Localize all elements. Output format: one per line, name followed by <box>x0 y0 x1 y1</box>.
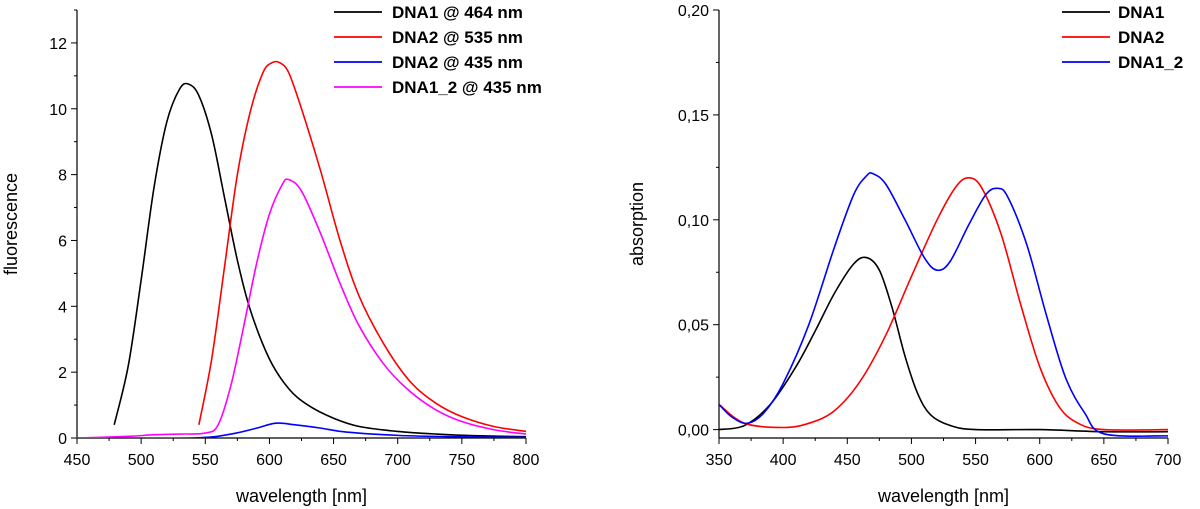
series-line-dna2-535-nm <box>198 60 526 433</box>
legend-label: DNA1_2 <box>1118 53 1183 72</box>
y-tick-label: 10 <box>49 102 67 119</box>
legend-label: DNA1_2 @ 435 nm <box>392 78 542 97</box>
x-tick-label: 500 <box>898 452 925 469</box>
legend-label: DNA2 @ 435 nm <box>392 53 523 72</box>
x-tick-label: 350 <box>706 452 733 469</box>
legend-label: DNA1 @ 464 nm <box>392 3 523 22</box>
x-tick-label: 400 <box>770 452 797 469</box>
x-axis-label: wavelength [nm] <box>235 486 367 506</box>
x-tick-label: 750 <box>449 452 476 469</box>
y-tick-label: 0,15 <box>678 108 709 125</box>
y-axis-label: fluorescence <box>1 173 21 275</box>
x-tick-label: 550 <box>962 452 989 469</box>
chart-2: 350 400 450 500 550 600 650 700 0,00 0,05 0,10 0,15… <box>627 3 1183 506</box>
x-tick-label: 600 <box>1026 452 1053 469</box>
x-tick-label: 600 <box>256 452 283 469</box>
legend-label: DNA2 <box>1118 28 1164 47</box>
legend: DNA1 DNA2 DNA1_2 <box>1062 3 1183 72</box>
x-tick-label: 500 <box>128 452 155 469</box>
y-tick-label: 0,05 <box>678 318 709 335</box>
series-line-dna2-435-nm <box>77 422 526 438</box>
x-tick-label: 450 <box>834 452 861 469</box>
y-tick-label: 8 <box>58 168 67 185</box>
series-line-dna1-2-435-nm <box>77 178 526 438</box>
legend: DNA1 @ 464 nm DNA2 @ 535 nm DNA2 @ 435 nm D… <box>334 3 542 97</box>
y-tick-label: 0 <box>58 431 67 448</box>
y-axis-label: absorption <box>627 182 647 266</box>
series-line-dna2 <box>719 177 1168 431</box>
x-tick-label: 700 <box>384 452 411 469</box>
y-tick-label: 4 <box>58 299 67 316</box>
chart-1: 450 500 550 600 650 700 750 800 0 2 4 6 8 10 12 wavelen… <box>1 3 542 506</box>
y-tick-label: 12 <box>49 36 67 53</box>
legend-label: DNA1 <box>1118 3 1164 22</box>
x-tick-label: 550 <box>192 452 219 469</box>
x-tick-label: 450 <box>64 452 91 469</box>
series-line-dna1-464-nm <box>113 82 526 438</box>
y-tick-label: 2 <box>58 365 67 382</box>
series-line-dna1-2 <box>719 171 1168 437</box>
x-axis-label: wavelength [nm] <box>877 486 1009 506</box>
x-tick-label: 650 <box>320 452 347 469</box>
series-line-dna1 <box>719 256 1168 433</box>
y-tick-label: 0,00 <box>678 423 709 440</box>
x-tick-label: 650 <box>1091 452 1118 469</box>
y-tick-label: 0,10 <box>678 213 709 230</box>
legend-label: DNA2 @ 535 nm <box>392 28 523 47</box>
y-tick-label: 6 <box>58 233 67 250</box>
x-tick-label: 700 <box>1155 452 1182 469</box>
x-tick-label: 800 <box>513 452 540 469</box>
y-tick-label: 0,20 <box>678 3 709 20</box>
